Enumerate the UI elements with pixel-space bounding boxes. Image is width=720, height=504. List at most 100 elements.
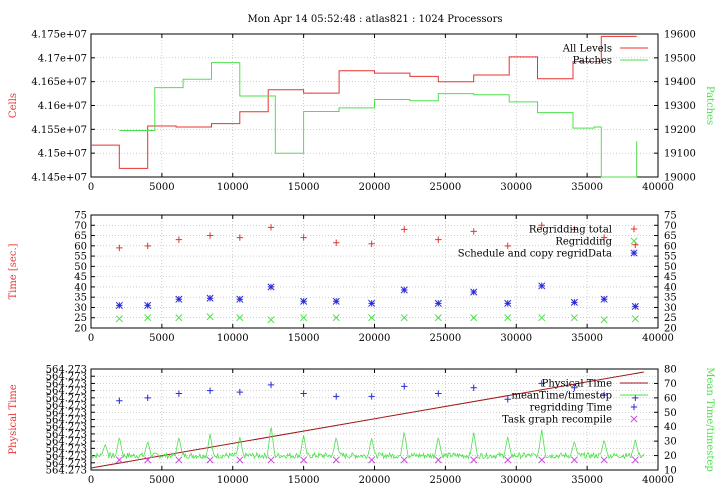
y2-axis-label: Mean Time/timestep (704, 367, 715, 471)
y2-tick-label: 30 (664, 437, 677, 448)
y2-tick-label: 40 (664, 282, 677, 293)
y2-tick-label: 50 (664, 408, 677, 419)
data-point (368, 240, 375, 247)
legend-marker (630, 249, 638, 257)
data-point (631, 302, 639, 310)
y-tick-label: 564.273 (46, 422, 87, 433)
y-tick-label: 35 (74, 293, 87, 304)
y-tick-label: 564.273 (46, 365, 87, 376)
data-point (267, 283, 275, 291)
x-tick-label: 5000 (149, 182, 174, 193)
y2-tick-label: 35 (664, 293, 677, 304)
x-tick-label: 25000 (429, 475, 461, 486)
y2-tick-label: 10 (664, 466, 677, 477)
y2-tick-label: 40 (664, 422, 677, 433)
x-tick-label: 10000 (217, 182, 249, 193)
data-point (267, 316, 275, 324)
x-tick-label: 20000 (359, 333, 391, 344)
y-tick-label: 4.15e+07 (38, 149, 87, 160)
x-tick-label: 5000 (149, 475, 174, 486)
y-tick-label: 55 (74, 252, 87, 263)
y2-tick-label: 70 (664, 379, 677, 390)
x-tick-label: 15000 (288, 475, 320, 486)
legend-label: Schedule and copy regridData (458, 249, 612, 260)
data-point (600, 295, 608, 303)
regridding-time-point (300, 390, 307, 397)
x-tick-label: 35000 (571, 182, 603, 193)
data-point (175, 236, 183, 243)
x-tick-label: 0 (88, 182, 94, 193)
data-point (300, 314, 308, 322)
x-tick-label: 10000 (217, 475, 249, 486)
y-tick-label: 4.165e+07 (31, 77, 87, 88)
data-point (600, 234, 608, 241)
y2-tick-label: 60 (664, 393, 677, 404)
mean-time-line (90, 427, 645, 460)
data-point (144, 314, 152, 322)
regridding-time-point (538, 380, 545, 387)
task-graph-point (504, 456, 512, 464)
regridding-time-point (333, 393, 340, 400)
x-tick-label: 25000 (429, 182, 461, 193)
regridding-time-point (470, 384, 477, 391)
chart-panel-2: 0 5000 10000 15000 20000 25000 30000 35000 40000… (8, 211, 677, 345)
y2-tick-label: 75 (664, 211, 677, 222)
regridding-time-point (236, 388, 244, 396)
y-tick-label: 564.273 (46, 444, 87, 455)
y2-tick-label: 25 (664, 313, 677, 324)
task-graph-point (267, 456, 275, 464)
task-graph-point (538, 456, 546, 464)
task-graph-point (400, 456, 408, 464)
regridding-time-point (368, 393, 375, 400)
y-tick-label: 564.273 (46, 429, 87, 440)
y2-tick-label: 19300 (664, 101, 696, 112)
x-tick-label: 30000 (500, 333, 532, 344)
y2-tick-label: 20 (664, 324, 677, 335)
data-point (400, 314, 408, 322)
y-tick-label: 4.17e+07 (38, 53, 87, 64)
task-graph-point (434, 456, 442, 464)
legend-label: Patches (573, 56, 612, 67)
data-point (470, 228, 477, 235)
x-tick-label: 20000 (359, 182, 391, 193)
y-tick-label: 60 (74, 241, 87, 252)
y-tick-label: 564.273 (46, 379, 87, 390)
legend-label: Regridding (555, 237, 612, 248)
x-tick-label: 20000 (359, 475, 391, 486)
regridding-time-point (206, 387, 214, 394)
data-point (332, 297, 340, 305)
y-tick-label: 4.155e+07 (31, 125, 87, 136)
data-point (631, 315, 639, 323)
data-point (368, 299, 376, 307)
regridding-time-point (435, 390, 442, 397)
x-tick-label: 35000 (571, 475, 603, 486)
series-line (91, 35, 637, 169)
y-tick-label: 564.273 (46, 393, 87, 404)
x-tick-label: 25000 (429, 333, 461, 344)
y2-tick-label: 20 (664, 451, 677, 462)
y2-tick-label: 65 (664, 231, 677, 242)
legend-marker (630, 403, 638, 411)
plot-frame (90, 214, 659, 329)
x-tick-label: 0 (88, 333, 94, 344)
y-tick-label: 564.273 (46, 386, 87, 397)
plot-frame (90, 33, 659, 178)
regridding-time-point (175, 390, 183, 397)
y-tick-label: 45 (74, 272, 87, 283)
task-graph-point (300, 456, 308, 464)
data-point (538, 222, 545, 229)
y2-tick-label: 30 (664, 303, 677, 314)
task-graph-point (144, 456, 152, 464)
x-tick-label: 5000 (149, 333, 174, 344)
data-point (400, 286, 408, 294)
data-point (368, 314, 376, 322)
x-tick-label: 30000 (500, 182, 532, 193)
data-point (333, 239, 340, 246)
data-point (504, 299, 512, 307)
data-point (206, 313, 214, 321)
y2-axis-label: Patches (704, 86, 715, 125)
y-tick-label: 564.273 (46, 408, 87, 419)
task-graph-point (631, 456, 639, 464)
task-graph-point (368, 456, 376, 464)
